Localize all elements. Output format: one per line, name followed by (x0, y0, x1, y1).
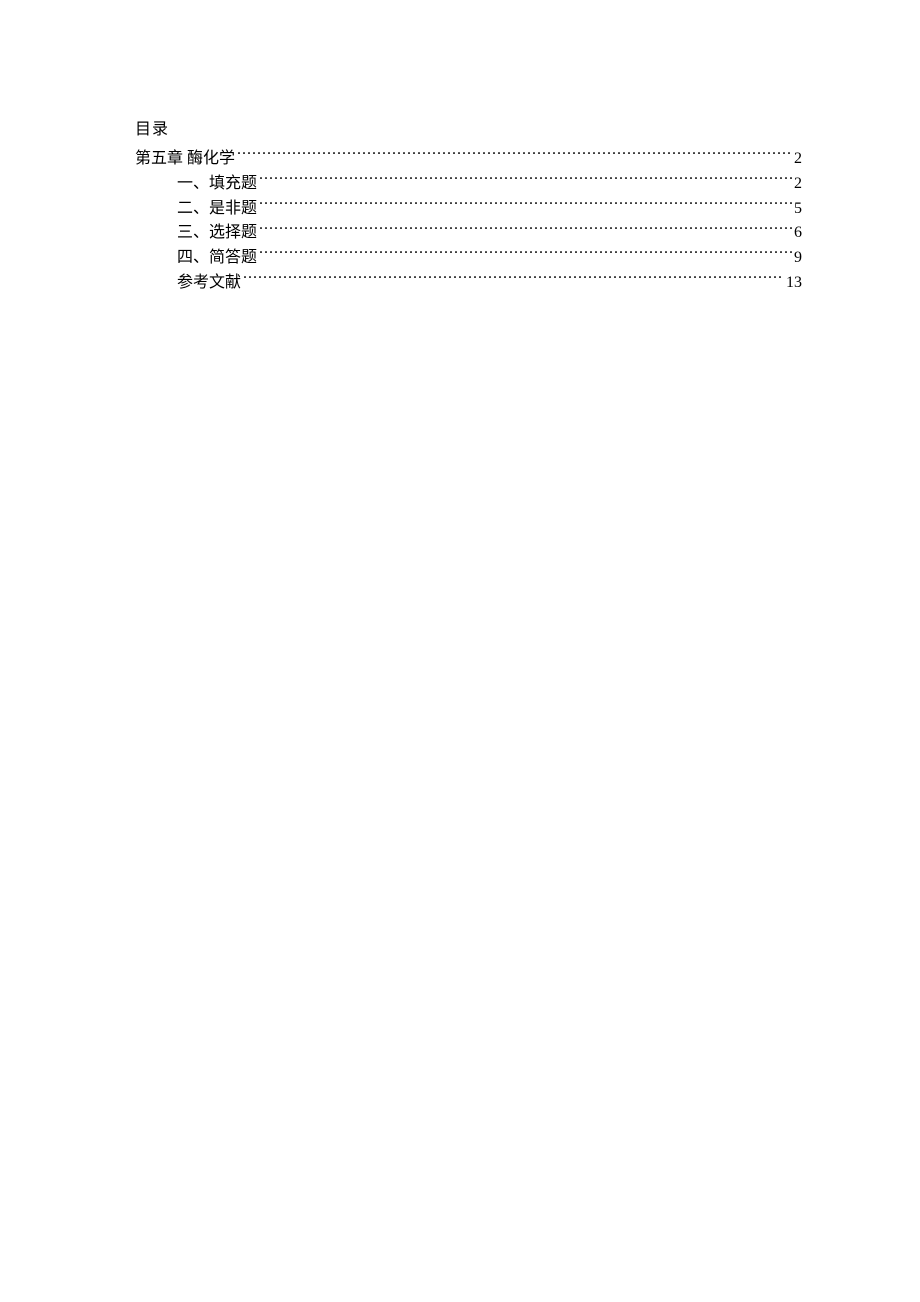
toc-entry-label: 四、简答题 (177, 246, 257, 271)
toc-entry-page: 13 (786, 271, 802, 296)
toc-title: 目录 (135, 115, 802, 139)
toc-entry-section: 二、是非题 5 (135, 197, 802, 222)
toc-entry-page: 6 (794, 221, 802, 246)
toc-entry-section: 四、简答题 9 (135, 246, 802, 271)
toc-entry-section: 参考文献 13 (135, 271, 802, 296)
toc-entry-page: 2 (794, 172, 802, 197)
toc-dots (259, 221, 792, 237)
toc-entry-page: 9 (794, 246, 802, 271)
toc-entry-section: 三、选择题 6 (135, 221, 802, 246)
toc-entry-section: 一、填充题 2 (135, 172, 802, 197)
toc-dots (237, 147, 792, 163)
toc-entry-chapter: 第五章 酶化学 2 (135, 147, 802, 172)
toc-entry-page: 2 (794, 147, 802, 172)
toc-entry-label: 一、填充题 (177, 172, 257, 197)
toc-entry-label: 三、选择题 (177, 221, 257, 246)
toc-entry-page: 5 (794, 197, 802, 222)
toc-entry-label: 二、是非题 (177, 197, 257, 222)
toc-dots (243, 271, 784, 287)
toc-dots (259, 197, 792, 213)
toc-dots (259, 172, 792, 188)
toc-entry-label: 参考文献 (177, 271, 241, 296)
toc-dots (259, 246, 792, 262)
toc-entry-label: 第五章 酶化学 (135, 147, 235, 172)
